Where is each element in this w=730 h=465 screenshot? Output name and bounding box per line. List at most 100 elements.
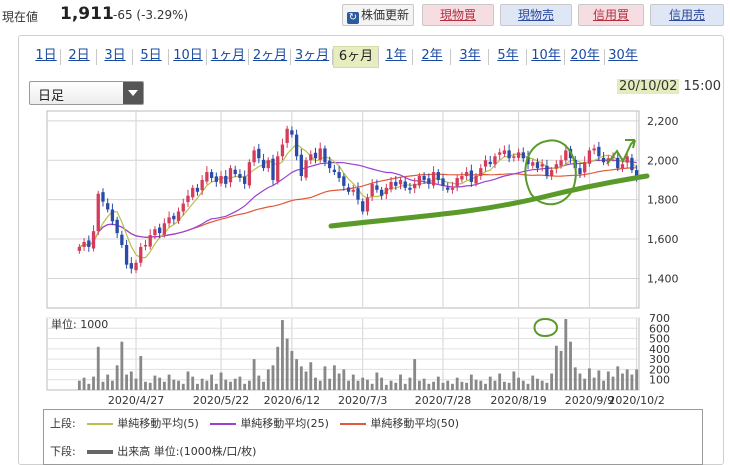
volume-bar bbox=[233, 378, 237, 390]
volume-bar bbox=[540, 380, 544, 390]
volume-bar bbox=[167, 374, 171, 390]
tab-separator bbox=[168, 49, 169, 65]
volume-bar bbox=[592, 377, 596, 390]
candle-body bbox=[96, 193, 100, 232]
period-tab-6[interactable]: 2ヶ月 bbox=[252, 48, 288, 63]
timeframe-select[interactable]: 日足 bbox=[29, 81, 144, 105]
period-tab-1[interactable]: 2日 bbox=[68, 48, 90, 63]
period-tab-15[interactable]: 30年 bbox=[608, 48, 638, 63]
candle-body bbox=[337, 172, 341, 178]
candle-body bbox=[124, 244, 129, 265]
stock-chart: 2020/4/27 2020/5/22 2020/6/12 2020/7/3 2020/… bbox=[46, 110, 679, 407]
volume-bar bbox=[474, 379, 478, 390]
candle-body bbox=[91, 231, 96, 249]
candle-body bbox=[167, 217, 171, 224]
margin-buy-button[interactable]: 信用買 bbox=[578, 4, 644, 26]
candle-body bbox=[375, 185, 379, 190]
period-tab-9[interactable]: 1年 bbox=[385, 48, 407, 63]
candle-body bbox=[634, 170, 639, 178]
volume-bar bbox=[323, 366, 327, 390]
candle-body bbox=[488, 161, 492, 165]
volume-bar bbox=[106, 374, 110, 390]
volume-unit-label: 単位: 1000 bbox=[51, 317, 108, 331]
candle-body bbox=[540, 164, 544, 167]
volume-bar bbox=[422, 378, 426, 390]
volume-tick-label: 200 bbox=[649, 363, 670, 376]
candle-body bbox=[446, 187, 450, 190]
volume-bar bbox=[177, 380, 180, 390]
period-tab-2[interactable]: 3日 bbox=[104, 48, 126, 63]
volume-bar bbox=[545, 382, 549, 390]
volume-bar bbox=[314, 377, 317, 390]
candle-body bbox=[195, 187, 200, 192]
volume-bar bbox=[82, 377, 86, 390]
volume-bar bbox=[196, 383, 199, 390]
volume-bar bbox=[290, 350, 294, 390]
volume-bar bbox=[96, 346, 100, 390]
candle-body bbox=[214, 176, 218, 182]
period-tab-11[interactable]: 3年 bbox=[459, 48, 481, 63]
volume-bar bbox=[498, 373, 502, 390]
refresh-icon: ↻ bbox=[346, 12, 359, 24]
y-tick-label: 2,200 bbox=[647, 115, 679, 128]
cash-sell-button[interactable]: 現物売 bbox=[500, 4, 572, 26]
period-tab-0[interactable]: 1日 bbox=[35, 48, 57, 63]
refresh-price-button[interactable]: ↻ 株価更新 bbox=[342, 4, 414, 26]
cash-buy-label: 現物買 bbox=[439, 8, 476, 22]
cash-sell-label: 現物売 bbox=[517, 8, 554, 22]
candle-body bbox=[247, 162, 252, 186]
candle-body bbox=[186, 195, 190, 203]
candle-body bbox=[172, 215, 176, 220]
margin-sell-button[interactable]: 信用売 bbox=[650, 4, 724, 26]
candle-body bbox=[219, 176, 223, 184]
period-tab-13[interactable]: 10年 bbox=[531, 48, 561, 63]
candle-body bbox=[535, 162, 540, 169]
chart-date: 20/10/02 bbox=[617, 79, 680, 94]
volume-bar bbox=[337, 373, 341, 390]
period-tab-4[interactable]: 10日 bbox=[173, 48, 203, 63]
candle-body bbox=[361, 201, 365, 212]
volume-bar bbox=[507, 382, 511, 390]
cash-buy-button[interactable]: 現物買 bbox=[422, 4, 494, 26]
trendline-annotation bbox=[328, 173, 650, 229]
candle-body bbox=[87, 240, 91, 247]
period-tab-14[interactable]: 20年 bbox=[570, 48, 600, 63]
tab-separator bbox=[96, 49, 97, 65]
volume-bar bbox=[134, 378, 138, 390]
volume-bar bbox=[578, 373, 582, 390]
candle-body bbox=[516, 152, 521, 158]
candle-body bbox=[110, 209, 115, 222]
volume-bar bbox=[243, 383, 247, 390]
candle-body bbox=[129, 263, 133, 269]
volume-bar bbox=[427, 383, 431, 390]
volume-bar bbox=[602, 380, 605, 390]
volume-tick-label: 100 bbox=[649, 374, 670, 387]
volume-bar bbox=[129, 371, 133, 390]
volume-tick-label: 300 bbox=[649, 353, 670, 366]
volume-bar bbox=[172, 379, 176, 390]
period-tab-7[interactable]: 3ヶ月 bbox=[294, 48, 330, 63]
volume-bar bbox=[144, 381, 147, 390]
period-tab-12[interactable]: 5年 bbox=[497, 48, 519, 63]
tab-separator bbox=[206, 49, 207, 65]
candle-body bbox=[512, 156, 516, 158]
volume-bar bbox=[366, 379, 369, 390]
volume-bar bbox=[101, 381, 105, 390]
legend-ma5: 単純移動平均(5) bbox=[117, 417, 199, 430]
volume-bar bbox=[569, 341, 572, 390]
volume-bar bbox=[191, 376, 195, 390]
volume-bar bbox=[214, 383, 218, 390]
candle-body bbox=[365, 197, 370, 212]
period-tab-10[interactable]: 2年 bbox=[421, 48, 443, 63]
candle-body bbox=[191, 187, 195, 198]
margin-sell-label: 信用売 bbox=[668, 8, 705, 22]
candle-body bbox=[384, 187, 388, 195]
candle-body bbox=[469, 170, 473, 182]
volume-bar bbox=[488, 376, 492, 390]
period-tab-3[interactable]: 5日 bbox=[140, 48, 162, 63]
price-change: -65 (-3.29%) bbox=[113, 8, 189, 22]
period-tab-5[interactable]: 1ヶ月 bbox=[210, 48, 246, 63]
refresh-price-label: 株価更新 bbox=[360, 8, 409, 22]
candle-body bbox=[143, 244, 148, 247]
ma25-line bbox=[79, 159, 637, 248]
